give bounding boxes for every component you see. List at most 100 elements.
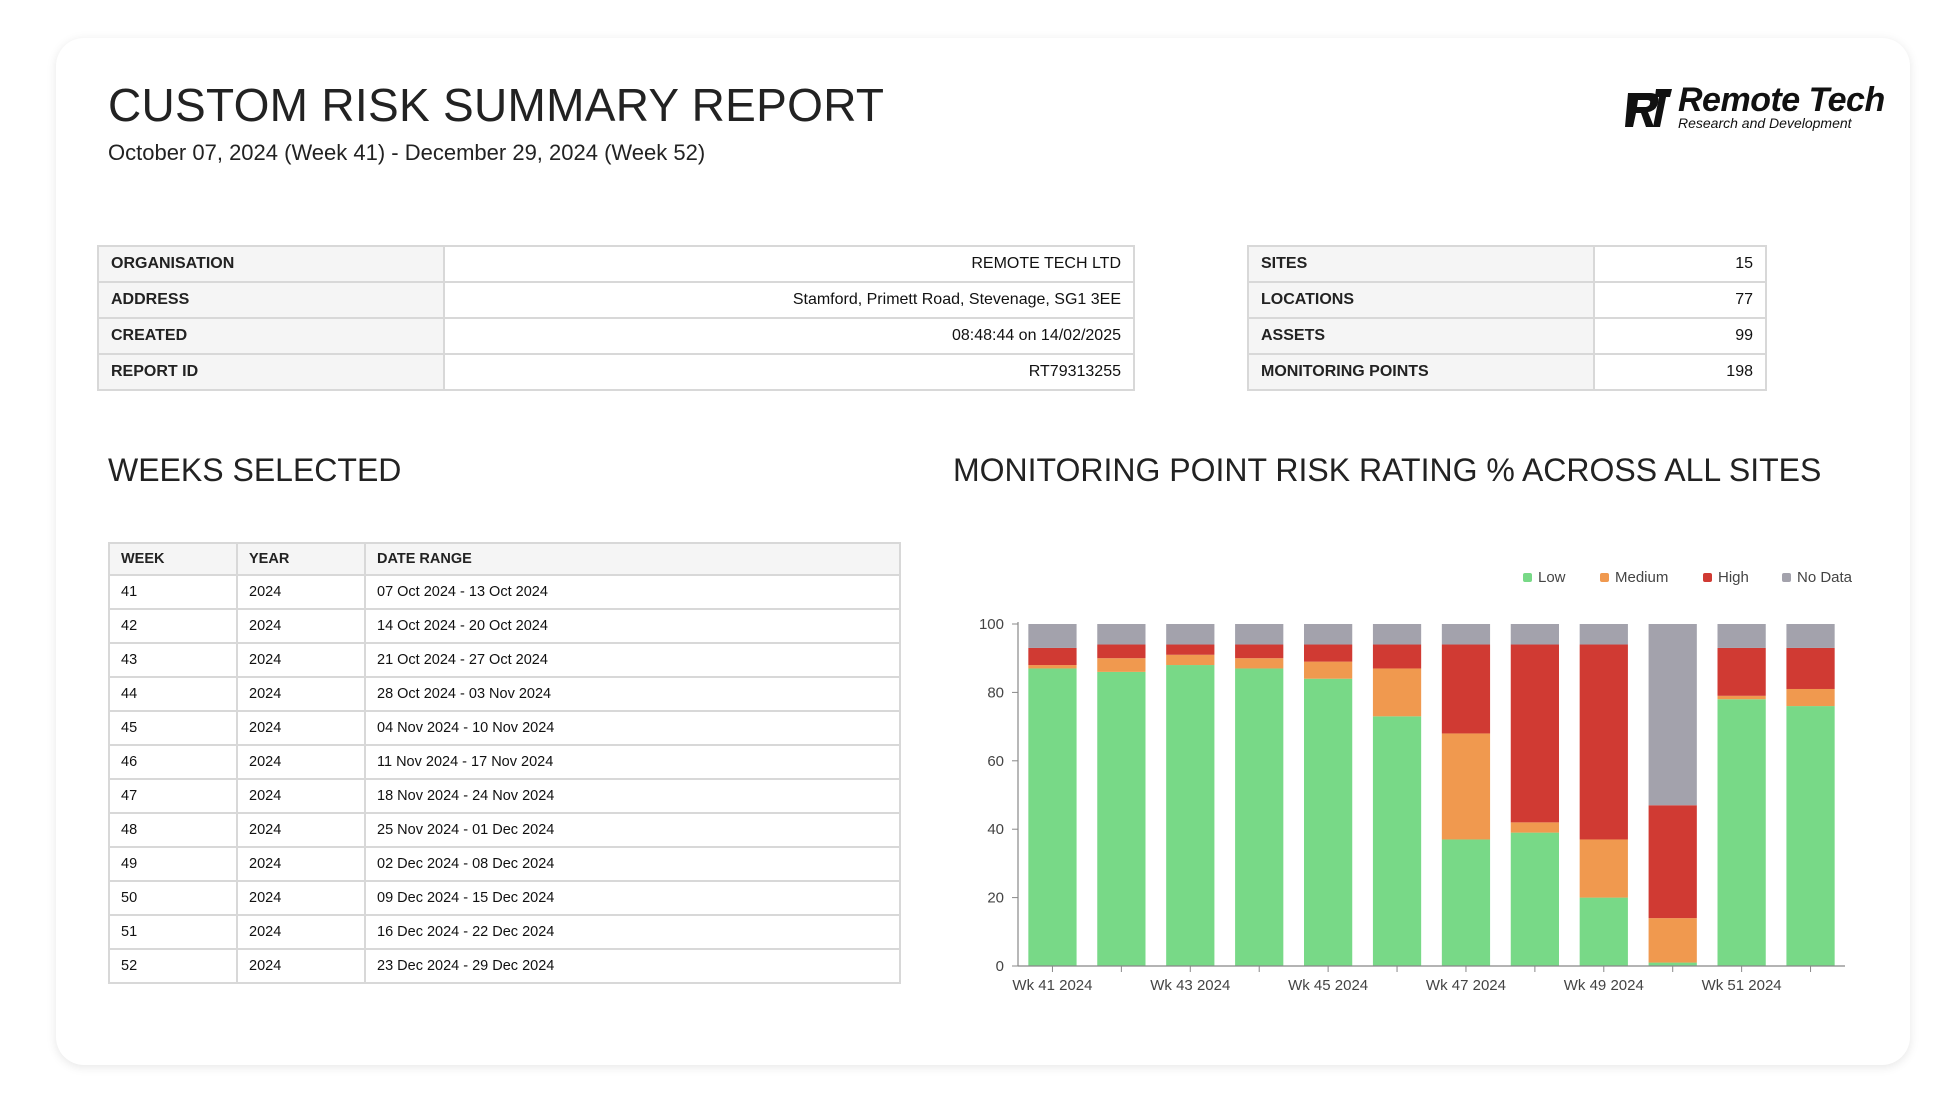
stats-label: MONITORING POINTS (1247, 353, 1595, 391)
bar-high (1028, 647, 1077, 666)
date-range-cell: 09 Dec 2024 - 15 Dec 2024 (364, 880, 901, 916)
info-value: REMOTE TECH LTD (443, 245, 1135, 283)
bar-no-data (1579, 624, 1628, 645)
organisation-info-table: ORGANISATION REMOTE TECH LTD ADDRESS Sta… (97, 245, 1135, 391)
date-range-cell: 28 Oct 2024 - 03 Nov 2024 (364, 676, 901, 712)
bar-high (1097, 644, 1146, 659)
bar-medium (1717, 695, 1766, 700)
bar-no-data (1441, 624, 1491, 645)
year-cell: 2024 (236, 914, 366, 950)
table-row: 52 2024 23 Dec 2024 - 29 Dec 2024 (108, 948, 901, 984)
y-tick-label: 0 (996, 958, 1004, 975)
bar-high (1717, 647, 1766, 696)
logo-tagline: Research and Development (1678, 115, 1852, 131)
stats-value: 15 (1593, 245, 1767, 283)
info-value: 08:48:44 on 14/02/2025 (443, 317, 1135, 355)
year-cell: 2024 (236, 846, 366, 882)
bar-low (1648, 962, 1697, 966)
bar-low (1579, 897, 1628, 966)
bar-medium (1097, 658, 1146, 672)
bar-low (1510, 832, 1559, 966)
bar-high (1579, 644, 1628, 840)
x-tick-label: Wk 45 2024 (1288, 977, 1368, 994)
bar-low (1166, 665, 1215, 966)
table-row: 51 2024 16 Dec 2024 - 22 Dec 2024 (108, 914, 901, 950)
stats-label: LOCATIONS (1247, 281, 1595, 319)
year-cell: 2024 (236, 744, 366, 780)
legend-label: Medium (1615, 569, 1668, 586)
bar-medium (1648, 918, 1697, 963)
stats-row-locations: LOCATIONS 77 (1247, 281, 1767, 319)
column-header-date-range: DATE RANGE (364, 542, 901, 576)
bar-low (1028, 668, 1077, 966)
site-stats-table: SITES 15 LOCATIONS 77 ASSETS 99 MONITORI… (1247, 245, 1767, 391)
x-tick-label: Wk 41 2024 (1012, 977, 1092, 994)
legend-label: No Data (1797, 569, 1853, 586)
year-cell: 2024 (236, 880, 366, 916)
table-row: 48 2024 25 Nov 2024 - 01 Dec 2024 (108, 812, 901, 848)
stats-value: 77 (1593, 281, 1767, 319)
week-cell: 44 (108, 676, 238, 712)
bar-high (1648, 805, 1697, 919)
date-range-cell: 25 Nov 2024 - 01 Dec 2024 (364, 812, 901, 848)
legend-swatch (1703, 573, 1712, 582)
week-cell: 45 (108, 710, 238, 746)
bar-no-data (1028, 624, 1077, 648)
bar-medium (1235, 658, 1284, 669)
weeks-selected-heading: WEEKS SELECTED (108, 452, 402, 488)
date-range-cell: 14 Oct 2024 - 20 Oct 2024 (364, 608, 901, 644)
year-cell: 2024 (236, 812, 366, 848)
week-cell: 46 (108, 744, 238, 780)
y-tick-label: 60 (987, 753, 1004, 770)
table-row: 42 2024 14 Oct 2024 - 20 Oct 2024 (108, 608, 901, 644)
report-title: CUSTOM RISK SUMMARY REPORT (108, 79, 885, 131)
info-label: CREATED (97, 317, 445, 355)
bar-medium (1441, 733, 1491, 840)
stats-label: SITES (1247, 245, 1595, 283)
company-logo: Remote Tech Research and Development (1622, 81, 1885, 135)
date-range-cell: 18 Nov 2024 - 24 Nov 2024 (364, 778, 901, 814)
legend-swatch (1782, 573, 1791, 582)
table-row: 49 2024 02 Dec 2024 - 08 Dec 2024 (108, 846, 901, 882)
info-value: RT79313255 (443, 353, 1135, 391)
stats-label: ASSETS (1247, 317, 1595, 355)
info-row-organisation: ORGANISATION REMOTE TECH LTD (97, 245, 1135, 283)
table-row: 44 2024 28 Oct 2024 - 03 Nov 2024 (108, 676, 901, 712)
year-cell: 2024 (236, 574, 366, 610)
table-row: 50 2024 09 Dec 2024 - 15 Dec 2024 (108, 880, 901, 916)
stats-value: 198 (1593, 353, 1767, 391)
year-cell: 2024 (236, 676, 366, 712)
legend-swatch (1600, 573, 1609, 582)
legend-label: High (1718, 569, 1749, 586)
week-cell: 49 (108, 846, 238, 882)
stats-value: 99 (1593, 317, 1767, 355)
bar-no-data (1648, 624, 1697, 806)
bar-medium (1786, 688, 1835, 707)
bar-high (1372, 644, 1422, 669)
info-label: ORGANISATION (97, 245, 445, 283)
date-range-cell: 21 Oct 2024 - 27 Oct 2024 (364, 642, 901, 678)
info-row-created: CREATED 08:48:44 on 14/02/2025 (97, 317, 1135, 355)
bar-low (1304, 678, 1353, 966)
date-range-cell: 04 Nov 2024 - 10 Nov 2024 (364, 710, 901, 746)
bar-low (1441, 839, 1491, 966)
year-cell: 2024 (236, 608, 366, 644)
bar-no-data (1166, 624, 1215, 645)
table-row: 41 2024 07 Oct 2024 - 13 Oct 2024 (108, 574, 901, 610)
x-tick-label: Wk 51 2024 (1702, 977, 1782, 994)
week-cell: 52 (108, 948, 238, 984)
weeks-table-header: WEEK YEAR DATE RANGE (108, 542, 901, 576)
info-label: REPORT ID (97, 353, 445, 391)
y-tick-label: 40 (987, 821, 1004, 838)
info-label: ADDRESS (97, 281, 445, 319)
date-range-cell: 02 Dec 2024 - 08 Dec 2024 (364, 846, 901, 882)
year-cell: 2024 (236, 948, 366, 984)
weeks-table: WEEK YEAR DATE RANGE 41 2024 07 Oct 2024 -… (108, 542, 901, 984)
bar-medium (1166, 654, 1215, 666)
date-range-cell: 11 Nov 2024 - 17 Nov 2024 (364, 744, 901, 780)
table-row: 43 2024 21 Oct 2024 - 27 Oct 2024 (108, 642, 901, 678)
legend-label: Low (1538, 569, 1566, 586)
bar-no-data (1786, 624, 1835, 648)
week-cell: 43 (108, 642, 238, 678)
bar-high (1441, 644, 1491, 734)
